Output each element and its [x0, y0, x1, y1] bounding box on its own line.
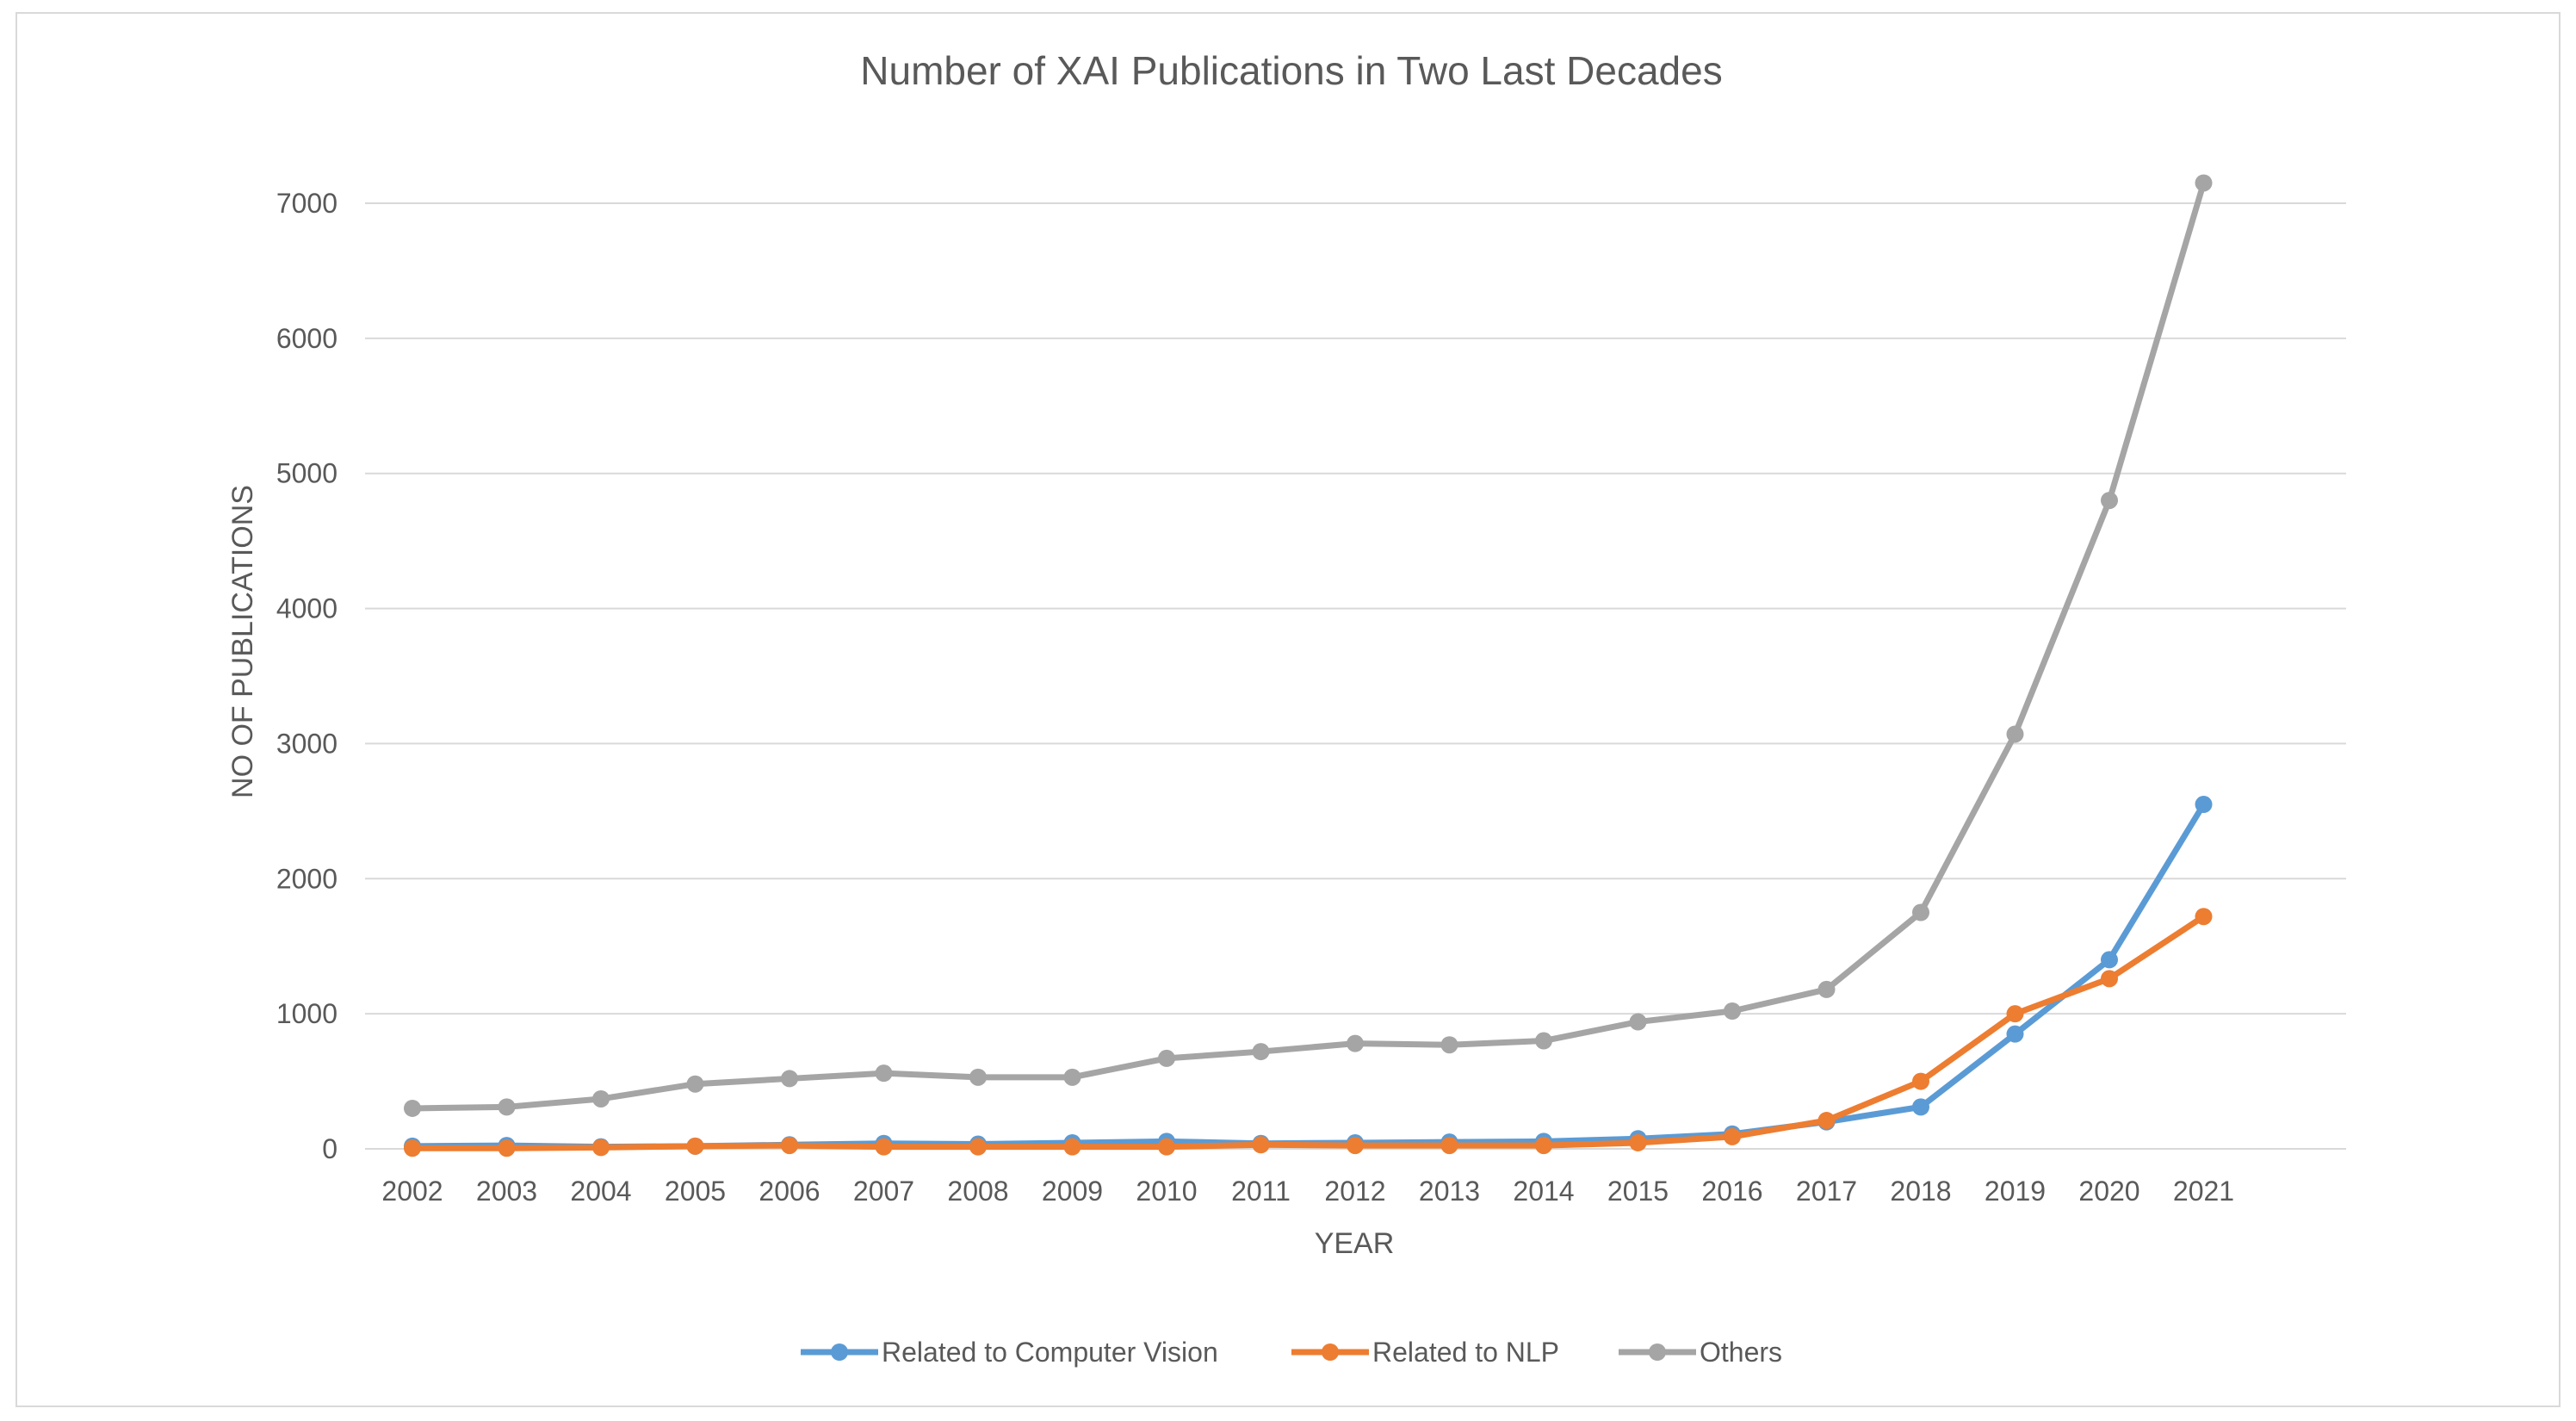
x-tick-label: 2004 — [570, 1176, 631, 1207]
data-point — [1252, 1043, 1270, 1061]
data-point — [2195, 796, 2213, 814]
data-point — [404, 1099, 421, 1117]
data-point — [498, 1098, 516, 1116]
x-tick-label: 2006 — [759, 1176, 820, 1207]
data-point — [2006, 725, 2024, 743]
y-tick-label: 1000 — [276, 998, 337, 1029]
data-point — [1535, 1137, 1552, 1155]
data-point — [1817, 980, 1836, 998]
y-tick-label: 0 — [322, 1133, 337, 1164]
x-tick-label: 2012 — [1324, 1176, 1385, 1207]
data-point — [1724, 1002, 1741, 1021]
legend-label: Others — [1700, 1337, 1782, 1368]
series-line-0 — [409, 801, 2207, 1151]
x-tick-labels: 2002 2003 2004 2005 2006 2007 2008 2009 2010 2011… — [381, 1176, 2234, 1207]
data-point — [1912, 903, 1929, 921]
data-point — [781, 1137, 798, 1155]
x-tick-label: 2002 — [381, 1176, 443, 1207]
x-tick-label: 2008 — [947, 1176, 1008, 1207]
x-tick-label: 2005 — [665, 1176, 726, 1207]
data-point — [1158, 1138, 1175, 1156]
data-point — [1347, 1034, 1364, 1052]
data-point — [1629, 1013, 1647, 1031]
legend-swatch-marker — [831, 1343, 848, 1361]
x-tick-label: 2019 — [1985, 1176, 2046, 1207]
y-tick-label: 4000 — [276, 593, 337, 624]
x-axis-label: YEAR — [1315, 1227, 1395, 1260]
data-point — [1629, 1133, 1647, 1151]
x-tick-label: 2009 — [1042, 1176, 1103, 1207]
data-point — [875, 1138, 893, 1156]
data-point — [404, 1139, 421, 1157]
data-point — [1063, 1068, 1081, 1086]
y-tick-labels: 0 1000 2000 3000 4000 5000 6000 7000 — [276, 188, 337, 1164]
legend-label: Related to NLP — [1372, 1337, 1559, 1368]
data-point — [2101, 951, 2118, 969]
x-tick-label: 2010 — [1136, 1176, 1197, 1207]
chart-title: Number of XAI Publications in Two Last D… — [860, 48, 1722, 93]
data-point — [2195, 908, 2213, 926]
y-axis-label: NO OF PUBLICATIONS — [226, 485, 259, 798]
data-point — [2006, 1005, 2024, 1023]
x-tick-label: 2020 — [2078, 1176, 2139, 1207]
y-tick-label: 5000 — [276, 458, 337, 489]
x-tick-label: 2003 — [476, 1176, 537, 1207]
data-point — [969, 1068, 987, 1086]
x-tick-label: 2007 — [853, 1176, 914, 1207]
data-point — [592, 1139, 610, 1157]
data-point — [781, 1070, 798, 1088]
data-point — [1347, 1137, 1364, 1155]
data-point — [1817, 1112, 1836, 1130]
y-tick-label: 3000 — [276, 728, 337, 759]
y-tick-label: 2000 — [276, 863, 337, 894]
data-point — [1063, 1138, 1081, 1156]
x-tick-label: 2015 — [1607, 1176, 1669, 1207]
x-tick-label: 2018 — [1890, 1176, 1951, 1207]
data-point — [875, 1064, 893, 1083]
legend-swatch-marker — [1322, 1343, 1339, 1361]
x-tick-label: 2013 — [1419, 1176, 1480, 1207]
data-point — [1158, 1049, 1175, 1067]
series-line-2 — [409, 179, 2207, 1112]
data-point — [686, 1137, 704, 1155]
x-tick-label: 2017 — [1796, 1176, 1857, 1207]
data-point — [1252, 1136, 1270, 1154]
data-point — [2101, 970, 2118, 988]
y-tick-label: 6000 — [276, 323, 337, 354]
data-point — [1440, 1036, 1458, 1054]
data-point — [969, 1138, 987, 1156]
data-point — [592, 1089, 610, 1108]
series-line-1 — [409, 913, 2207, 1151]
data-point — [498, 1139, 516, 1157]
data-point — [1724, 1127, 1741, 1145]
x-tick-label: 2011 — [1231, 1176, 1291, 1207]
chart-frame — [15, 12, 2561, 1407]
data-point — [1535, 1032, 1552, 1050]
data-point — [2006, 1025, 2024, 1043]
data-point — [2195, 174, 2213, 192]
series-group — [404, 174, 2213, 1157]
x-tick-label: 2016 — [1701, 1176, 1762, 1207]
data-point — [1912, 1072, 1929, 1090]
x-tick-label: 2014 — [1513, 1176, 1574, 1207]
x-tick-label: 2021 — [2173, 1176, 2234, 1207]
legend-label: Related to Computer Vision — [882, 1337, 1218, 1368]
legend-swatch-marker — [1649, 1343, 1666, 1361]
data-point — [686, 1075, 704, 1093]
legend: Related to Computer Vision Related to NLP… — [801, 1337, 1782, 1368]
data-point — [2101, 492, 2118, 510]
y-tick-label: 7000 — [276, 188, 337, 219]
data-point — [1440, 1137, 1458, 1155]
data-point — [1912, 1098, 1929, 1116]
